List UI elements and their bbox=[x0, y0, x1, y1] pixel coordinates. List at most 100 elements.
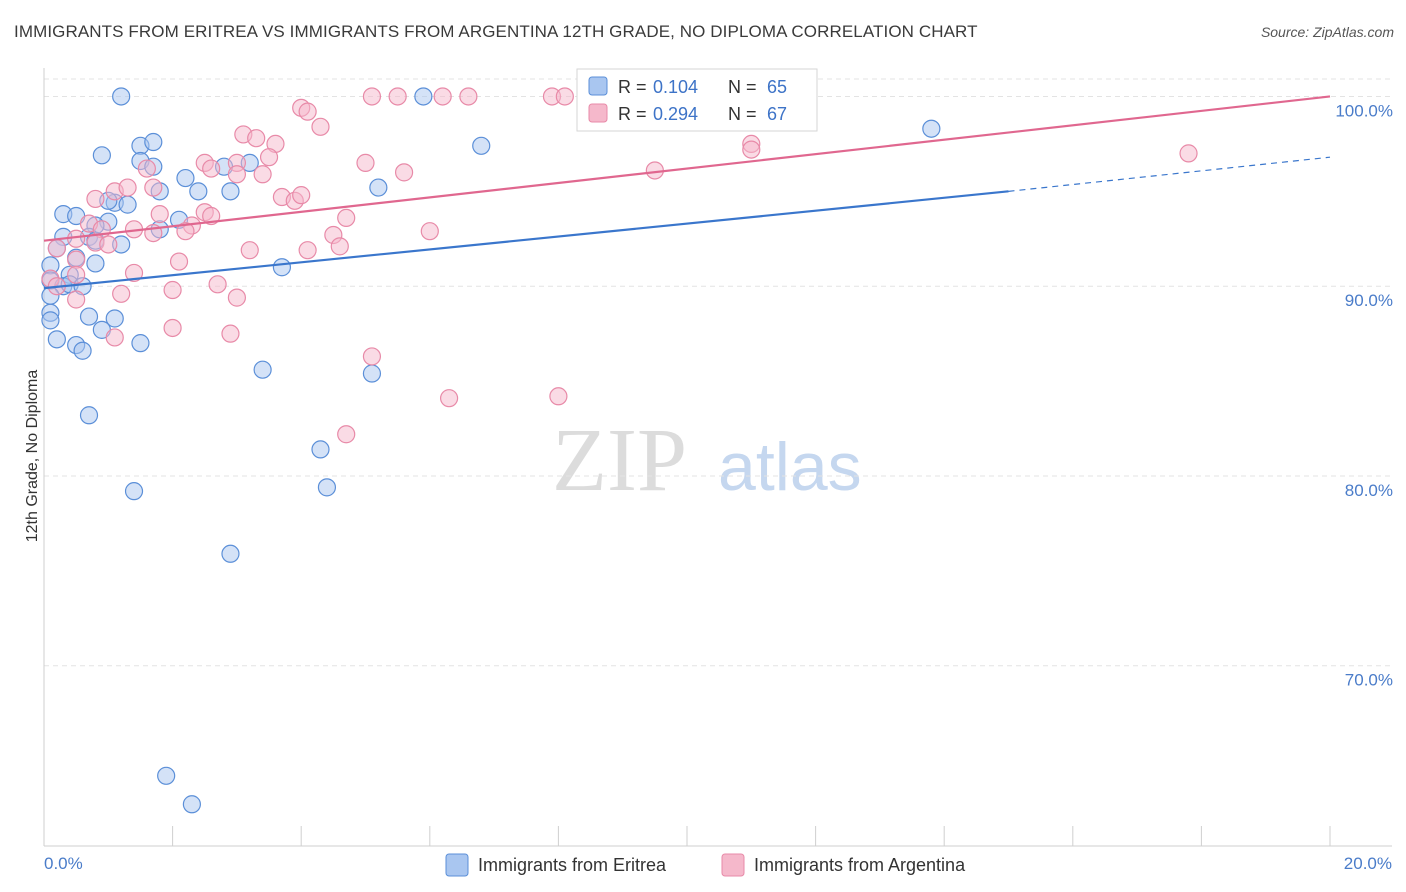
argentina-point-20 bbox=[202, 159, 221, 178]
argentina-point-65 bbox=[362, 347, 382, 366]
trend-line-argentina bbox=[43, 95, 1331, 242]
trend-lines bbox=[43, 95, 1331, 290]
x-tick-label-min: 0.0% bbox=[44, 854, 83, 873]
series-argentina-points bbox=[41, 87, 1198, 444]
argentina-point-58 bbox=[163, 280, 182, 300]
argentina-point-15 bbox=[259, 148, 279, 167]
argentina-point-14 bbox=[1179, 144, 1198, 163]
eritrea-point-32 bbox=[86, 254, 105, 273]
legend-r-label-argentina: R = bbox=[618, 104, 647, 124]
eritrea-point-48 bbox=[131, 334, 150, 353]
argentina-point-64 bbox=[105, 328, 124, 347]
argentina-point-34 bbox=[337, 208, 356, 228]
argentina-point-27 bbox=[144, 178, 163, 197]
argentina-point-31 bbox=[86, 189, 105, 209]
argentina-point-54 bbox=[67, 265, 86, 284]
x-tick-label-max: 20.0% bbox=[1344, 854, 1392, 873]
eritrea-point-14 bbox=[189, 182, 208, 201]
argentina-point-3 bbox=[459, 87, 478, 106]
eritrea-point-54 bbox=[124, 482, 144, 501]
legend-swatch-argentina bbox=[588, 103, 608, 123]
argentina-point-53 bbox=[124, 263, 144, 283]
eritrea-point-52 bbox=[311, 440, 330, 459]
y-tick-label-80: 80.0% bbox=[1345, 481, 1393, 500]
eritrea-point-2 bbox=[92, 146, 111, 165]
legend-n-value-eritrea: 65 bbox=[767, 77, 787, 97]
eritrea-point-43 bbox=[105, 309, 124, 328]
argentina-point-52 bbox=[169, 252, 189, 271]
watermark-zip: ZIP bbox=[552, 411, 687, 510]
eritrea-point-49 bbox=[253, 360, 272, 379]
eritrea-point-15 bbox=[221, 182, 240, 201]
argentina-point-8 bbox=[311, 117, 330, 136]
legend-swatch-eritrea bbox=[588, 76, 608, 96]
argentina-point-10 bbox=[247, 129, 266, 148]
argentina-point-18 bbox=[356, 153, 375, 172]
eritrea-point-5 bbox=[472, 136, 491, 155]
stats-legend: R = 0.104 N = 65 R = 0.294 N = 67 bbox=[576, 68, 818, 132]
y-tick-label-70: 70.0% bbox=[1345, 671, 1393, 690]
eritrea-point-47 bbox=[73, 341, 92, 360]
legend-r-label-eritrea: R = bbox=[618, 77, 647, 97]
argentina-point-19 bbox=[137, 159, 156, 178]
eritrea-point-51 bbox=[79, 406, 99, 425]
argentina-point-67 bbox=[549, 387, 568, 406]
argentina-point-47 bbox=[99, 235, 118, 254]
argentina-point-68 bbox=[337, 425, 356, 444]
trend-line-eritrea-extension bbox=[1008, 156, 1331, 192]
argentina-point-1 bbox=[388, 87, 407, 106]
argentina-point-61 bbox=[67, 290, 86, 309]
argentina-point-62 bbox=[163, 318, 182, 338]
eritrea-point-45 bbox=[47, 330, 66, 349]
eritrea-point-50 bbox=[362, 364, 382, 383]
series-legend: Immigrants from Eritrea Immigrants from … bbox=[445, 853, 966, 877]
argentina-point-7 bbox=[298, 102, 317, 121]
argentina-point-5 bbox=[555, 87, 574, 106]
argentina-point-66 bbox=[439, 389, 459, 408]
stats-legend-box bbox=[576, 68, 818, 132]
argentina-point-63 bbox=[221, 324, 240, 343]
argentina-point-44 bbox=[330, 237, 349, 256]
argentina-point-26 bbox=[118, 178, 137, 197]
argentina-point-57 bbox=[208, 275, 227, 294]
argentina-point-48 bbox=[240, 241, 259, 260]
series-legend-label-argentina: Immigrants from Argentina bbox=[754, 855, 966, 875]
argentina-point-49 bbox=[298, 241, 317, 260]
eritrea-point-12 bbox=[369, 178, 388, 197]
eritrea-point-41 bbox=[41, 311, 60, 330]
y-tick-label-100: 100.0% bbox=[1335, 101, 1393, 120]
y-tick-labels: 70.0% 80.0% 90.0% 100.0% bbox=[1335, 101, 1393, 689]
argentina-point-35 bbox=[150, 205, 169, 224]
eritrea-point-53 bbox=[317, 478, 337, 497]
argentina-point-60 bbox=[227, 288, 246, 307]
eritrea-point-6 bbox=[922, 119, 941, 138]
argentina-point-51 bbox=[67, 250, 86, 269]
chart-title: IMMIGRANTS FROM ERITREA VS IMMIGRANTS FR… bbox=[14, 22, 978, 41]
series-legend-label-eritrea: Immigrants from Eritrea bbox=[478, 855, 667, 875]
argentina-point-42 bbox=[420, 222, 439, 241]
legend-r-value-argentina: 0.294 bbox=[653, 104, 698, 124]
y-axis-title: 12th Grade, No Diploma bbox=[24, 370, 41, 543]
argentina-point-59 bbox=[112, 284, 131, 303]
argentina-point-50 bbox=[47, 239, 66, 258]
argentina-point-33 bbox=[202, 206, 221, 226]
eritrea-point-56 bbox=[157, 766, 176, 785]
argentina-point-23 bbox=[227, 165, 246, 184]
axes bbox=[43, 68, 1392, 847]
argentina-point-39 bbox=[176, 222, 195, 241]
legend-n-label-argentina: N = bbox=[728, 104, 757, 124]
eritrea-point-4 bbox=[144, 132, 163, 152]
x-ticks bbox=[43, 826, 1331, 846]
legend-r-value-eritrea: 0.104 bbox=[653, 77, 698, 97]
argentina-point-2 bbox=[433, 87, 452, 106]
source-label: Source: ZipAtlas.com bbox=[1260, 24, 1394, 40]
y-tick-label-90: 90.0% bbox=[1345, 291, 1393, 310]
watermark-atlas: atlas bbox=[718, 429, 862, 505]
trend-line-eritrea bbox=[43, 190, 1009, 290]
eritrea-point-55 bbox=[221, 544, 240, 563]
series-legend-swatch-eritrea bbox=[445, 853, 469, 877]
argentina-point-0 bbox=[362, 87, 382, 106]
eritrea-point-42 bbox=[79, 307, 99, 326]
argentina-point-24 bbox=[253, 165, 272, 184]
